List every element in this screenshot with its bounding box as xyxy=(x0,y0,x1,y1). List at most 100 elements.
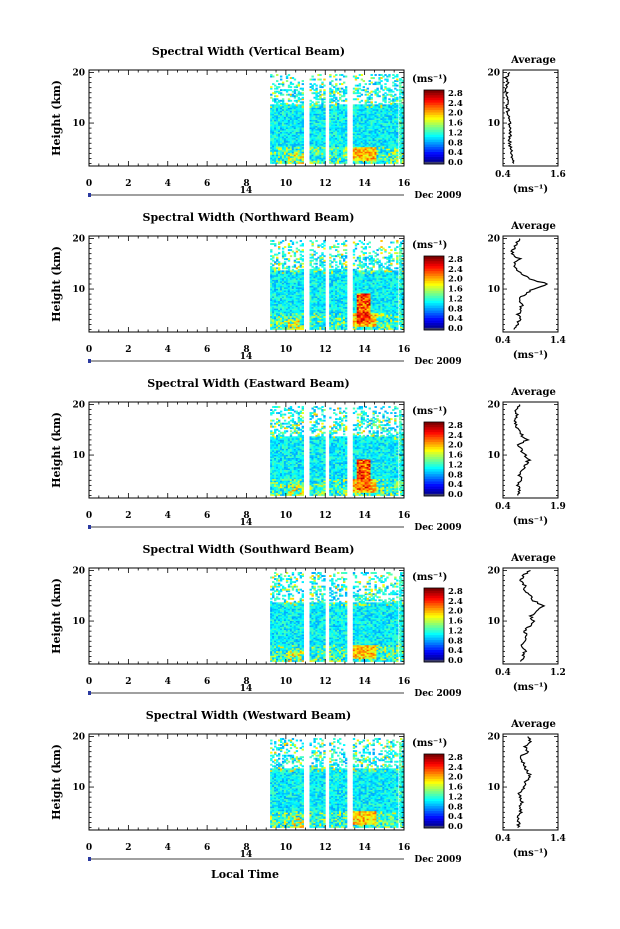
heatmap-cell xyxy=(360,293,364,296)
heatmap-cell xyxy=(337,122,340,125)
heatmap-cell xyxy=(331,131,334,134)
heatmap-cell xyxy=(299,161,303,164)
heatmap-cell xyxy=(311,253,314,256)
heatmap-cell xyxy=(291,288,295,291)
heatmap-cell xyxy=(331,274,334,277)
heatmap-cell xyxy=(274,302,277,305)
heatmap-cell xyxy=(396,78,399,81)
heatmap-cell xyxy=(297,271,301,274)
heatmap-cell xyxy=(368,252,371,255)
heatmap-cell xyxy=(352,142,356,145)
heatmap-cell xyxy=(354,327,358,330)
heatmap-cell xyxy=(293,270,297,273)
heatmap-cell xyxy=(368,285,371,288)
heatmap-cell xyxy=(356,130,360,133)
heatmap-cell xyxy=(384,98,387,101)
heatmap-cell xyxy=(386,155,389,158)
average-profile-line xyxy=(503,72,515,164)
heatmap-cell xyxy=(279,285,283,288)
heatmap-cell xyxy=(299,92,303,95)
heatmap-cell xyxy=(309,125,312,128)
heatmap-cell xyxy=(289,155,293,158)
heatmap-cell xyxy=(281,273,285,276)
heatmap-cell xyxy=(274,131,277,134)
heatmap-cell xyxy=(321,303,324,306)
heatmap-cell xyxy=(270,321,273,324)
heatmap-cell xyxy=(331,270,334,273)
heatmap-cell xyxy=(291,151,295,154)
heatmap-cell xyxy=(278,122,281,125)
heatmap-cell xyxy=(281,264,285,267)
heatmap-cell xyxy=(390,121,393,123)
heatmap-cell xyxy=(370,104,373,107)
heatmap-cell xyxy=(366,306,369,309)
heatmap-cell xyxy=(272,297,275,300)
heatmap-cell xyxy=(331,90,334,93)
heatmap-cell xyxy=(354,293,358,296)
heatmap-cell xyxy=(278,270,281,273)
heatmap-cell xyxy=(283,258,287,261)
heatmap-cell xyxy=(370,125,373,128)
heatmap-cell xyxy=(313,271,316,274)
heatmap-cell xyxy=(339,119,342,122)
x-tick-label: 16 xyxy=(398,179,411,189)
heatmap-cell xyxy=(366,267,369,270)
heatmap-cell xyxy=(386,87,389,90)
heatmap-cell xyxy=(291,302,295,305)
heatmap-cell xyxy=(344,127,348,130)
heatmap-cell xyxy=(285,157,289,160)
heatmap-cell xyxy=(382,105,385,108)
heatmap-cell xyxy=(370,158,373,161)
heatmap-cell xyxy=(278,137,281,140)
heatmap-cell xyxy=(331,320,334,323)
heatmap-cell xyxy=(341,108,344,111)
heatmap-cell xyxy=(378,146,381,149)
heatmap-cell xyxy=(311,111,314,114)
heatmap-cell xyxy=(362,320,366,323)
heatmap-cell xyxy=(331,80,334,83)
heatmap-cell xyxy=(301,108,304,111)
heatmap-cell xyxy=(362,148,366,151)
heatmap-cell xyxy=(313,136,316,139)
heatmap-cell xyxy=(315,326,318,329)
heatmap-cell xyxy=(321,280,324,283)
heatmap-cell xyxy=(281,119,285,122)
heatmap-cell xyxy=(378,142,381,145)
heatmap-cell xyxy=(360,285,364,288)
heatmap-cell xyxy=(364,107,367,110)
heatmap-cell xyxy=(272,148,275,151)
heatmap-cell xyxy=(380,146,383,149)
heatmap-cell xyxy=(333,145,336,148)
heatmap-cell xyxy=(358,293,362,296)
heatmap-cell xyxy=(366,110,369,113)
heatmap-cell xyxy=(358,133,362,136)
heatmap-cell xyxy=(335,119,338,122)
heatmap-cell xyxy=(360,265,364,268)
heatmap-cell xyxy=(293,119,297,122)
heatmap-cell xyxy=(315,287,318,289)
heatmap-cell xyxy=(281,137,285,140)
heatmap-cell xyxy=(352,290,356,292)
heatmap-cell xyxy=(390,110,393,113)
heatmap-cell xyxy=(388,107,391,110)
heatmap-cell xyxy=(291,105,295,108)
heatmap-cell xyxy=(270,137,273,140)
heatmap-cell xyxy=(274,149,277,152)
heatmap-cell xyxy=(287,270,291,273)
heatmap-cell xyxy=(270,271,273,274)
heatmap-cell xyxy=(311,146,314,149)
heatmap-cell xyxy=(295,105,299,108)
heatmap-cell xyxy=(399,92,402,96)
heatmap-cell xyxy=(299,155,303,158)
heatmap-cell xyxy=(329,101,332,104)
heatmap-cell xyxy=(342,136,346,139)
heatmap-cell xyxy=(285,265,289,268)
heatmap-cell xyxy=(279,288,283,291)
heatmap-cell xyxy=(352,287,356,289)
heatmap-cell xyxy=(285,130,289,133)
heatmap-cell xyxy=(270,284,273,286)
heatmap-cell xyxy=(394,140,397,143)
heatmap-cell xyxy=(281,111,285,114)
heatmap-cell xyxy=(329,136,332,139)
heatmap-cell xyxy=(274,327,277,330)
